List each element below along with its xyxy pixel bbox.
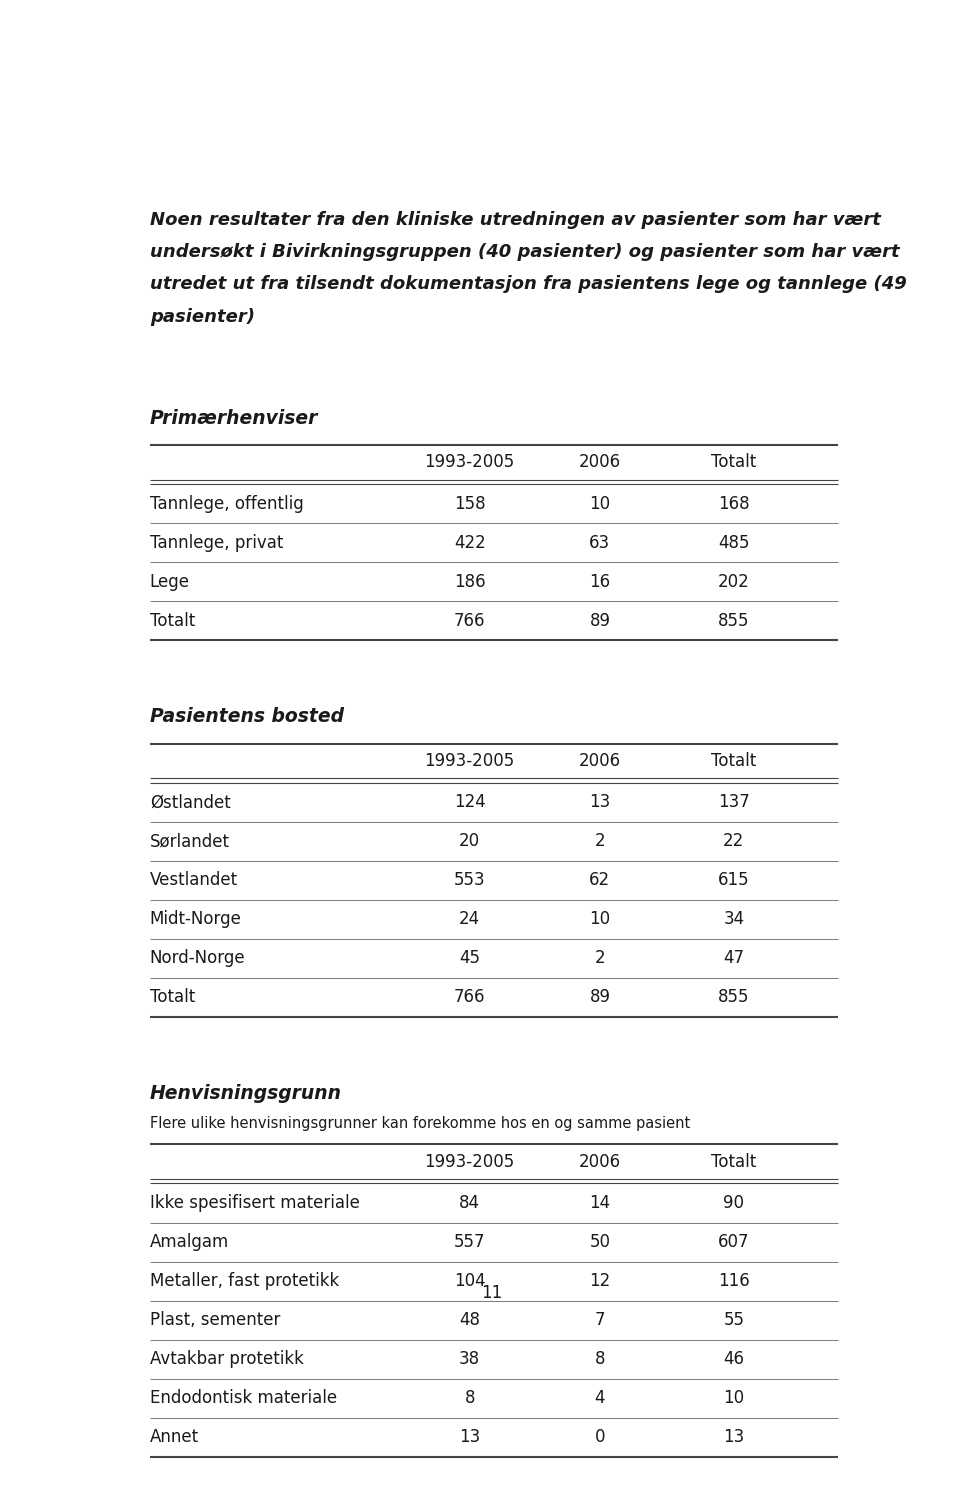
Text: 4: 4 xyxy=(594,1390,605,1408)
Text: Tannlege, privat: Tannlege, privat xyxy=(150,534,283,552)
Text: 12: 12 xyxy=(589,1272,611,1290)
Text: Nord-Norge: Nord-Norge xyxy=(150,950,246,968)
Text: 2006: 2006 xyxy=(579,453,621,471)
Text: Flere ulike henvisningsgrunner kan forekomme hos en og samme pasient: Flere ulike henvisningsgrunner kan forek… xyxy=(150,1115,690,1130)
Text: 50: 50 xyxy=(589,1233,611,1251)
Text: 8: 8 xyxy=(465,1390,475,1408)
Text: Avtakbar protetikk: Avtakbar protetikk xyxy=(150,1351,303,1369)
Text: 10: 10 xyxy=(589,495,611,513)
Text: 84: 84 xyxy=(459,1194,480,1212)
Text: 855: 855 xyxy=(718,989,750,1006)
Text: 63: 63 xyxy=(589,534,611,552)
Text: Metaller, fast protetikk: Metaller, fast protetikk xyxy=(150,1272,339,1290)
Text: 1993-2005: 1993-2005 xyxy=(424,453,515,471)
Text: 13: 13 xyxy=(589,793,611,811)
Text: 766: 766 xyxy=(454,611,486,629)
Text: Totalt: Totalt xyxy=(150,989,195,1006)
Text: 55: 55 xyxy=(723,1311,744,1328)
Text: Pasientens bosted: Pasientens bosted xyxy=(150,707,344,726)
Text: Annet: Annet xyxy=(150,1428,199,1446)
Text: Plast, sementer: Plast, sementer xyxy=(150,1311,280,1328)
Text: Tannlege, offentlig: Tannlege, offentlig xyxy=(150,495,303,513)
Text: Vestlandet: Vestlandet xyxy=(150,871,238,890)
Text: 14: 14 xyxy=(589,1194,611,1212)
Text: 422: 422 xyxy=(454,534,486,552)
Text: Endodontisk materiale: Endodontisk materiale xyxy=(150,1390,337,1408)
Text: 89: 89 xyxy=(589,611,611,629)
Text: 34: 34 xyxy=(723,911,744,929)
Text: Østlandet: Østlandet xyxy=(150,793,230,811)
Text: 104: 104 xyxy=(454,1272,486,1290)
Text: 137: 137 xyxy=(718,793,750,811)
Text: Lege: Lege xyxy=(150,573,190,590)
Text: 22: 22 xyxy=(723,832,744,850)
Text: 11: 11 xyxy=(481,1284,503,1302)
Text: Henvisningsgrunn: Henvisningsgrunn xyxy=(150,1084,342,1103)
Text: Sørlandet: Sørlandet xyxy=(150,832,229,850)
Text: 7: 7 xyxy=(594,1311,605,1328)
Text: Primærhenviser: Primærhenviser xyxy=(150,409,318,428)
Text: 45: 45 xyxy=(459,950,480,968)
Text: 13: 13 xyxy=(723,1428,744,1446)
Text: Amalgam: Amalgam xyxy=(150,1233,229,1251)
Text: 89: 89 xyxy=(589,989,611,1006)
Text: 90: 90 xyxy=(723,1194,744,1212)
Text: 16: 16 xyxy=(589,573,611,590)
Text: Midt-Norge: Midt-Norge xyxy=(150,911,242,929)
Text: 168: 168 xyxy=(718,495,750,513)
Text: pasienter): pasienter) xyxy=(150,307,254,325)
Text: Ikke spesifisert materiale: Ikke spesifisert materiale xyxy=(150,1194,360,1212)
Text: 766: 766 xyxy=(454,989,486,1006)
Text: 24: 24 xyxy=(459,911,480,929)
Text: 10: 10 xyxy=(723,1390,744,1408)
Text: 20: 20 xyxy=(459,832,480,850)
Text: 116: 116 xyxy=(718,1272,750,1290)
Text: utredet ut fra tilsendt dokumentasjon fra pasientens lege og tannlege (49: utredet ut fra tilsendt dokumentasjon fr… xyxy=(150,276,906,294)
Text: 158: 158 xyxy=(454,495,486,513)
Text: 13: 13 xyxy=(459,1428,480,1446)
Text: 62: 62 xyxy=(589,871,611,890)
Text: 2: 2 xyxy=(594,832,605,850)
Text: 1993-2005: 1993-2005 xyxy=(424,1153,515,1170)
Text: 557: 557 xyxy=(454,1233,486,1251)
Text: 8: 8 xyxy=(594,1351,605,1369)
Text: 2006: 2006 xyxy=(579,1153,621,1170)
Text: 2006: 2006 xyxy=(579,751,621,769)
Text: Noen resultater fra den kliniske utredningen av pasienter som har vært: Noen resultater fra den kliniske utredni… xyxy=(150,212,880,230)
Text: Totalt: Totalt xyxy=(711,1153,756,1170)
Text: Totalt: Totalt xyxy=(711,453,756,471)
Text: 47: 47 xyxy=(723,950,744,968)
Text: Totalt: Totalt xyxy=(150,611,195,629)
Text: 615: 615 xyxy=(718,871,750,890)
Text: 124: 124 xyxy=(454,793,486,811)
Text: 202: 202 xyxy=(718,573,750,590)
Text: 0: 0 xyxy=(594,1428,605,1446)
Text: 1993-2005: 1993-2005 xyxy=(424,751,515,769)
Text: 2: 2 xyxy=(594,950,605,968)
Text: 48: 48 xyxy=(459,1311,480,1328)
Text: 186: 186 xyxy=(454,573,486,590)
Text: 10: 10 xyxy=(589,911,611,929)
Text: 607: 607 xyxy=(718,1233,750,1251)
Text: 46: 46 xyxy=(723,1351,744,1369)
Text: 553: 553 xyxy=(454,871,486,890)
Text: 485: 485 xyxy=(718,534,750,552)
Text: 38: 38 xyxy=(459,1351,480,1369)
Text: 855: 855 xyxy=(718,611,750,629)
Text: undersøkt i Bivirkningsgruppen (40 pasienter) og pasienter som har vært: undersøkt i Bivirkningsgruppen (40 pasie… xyxy=(150,243,900,261)
Text: Totalt: Totalt xyxy=(711,751,756,769)
